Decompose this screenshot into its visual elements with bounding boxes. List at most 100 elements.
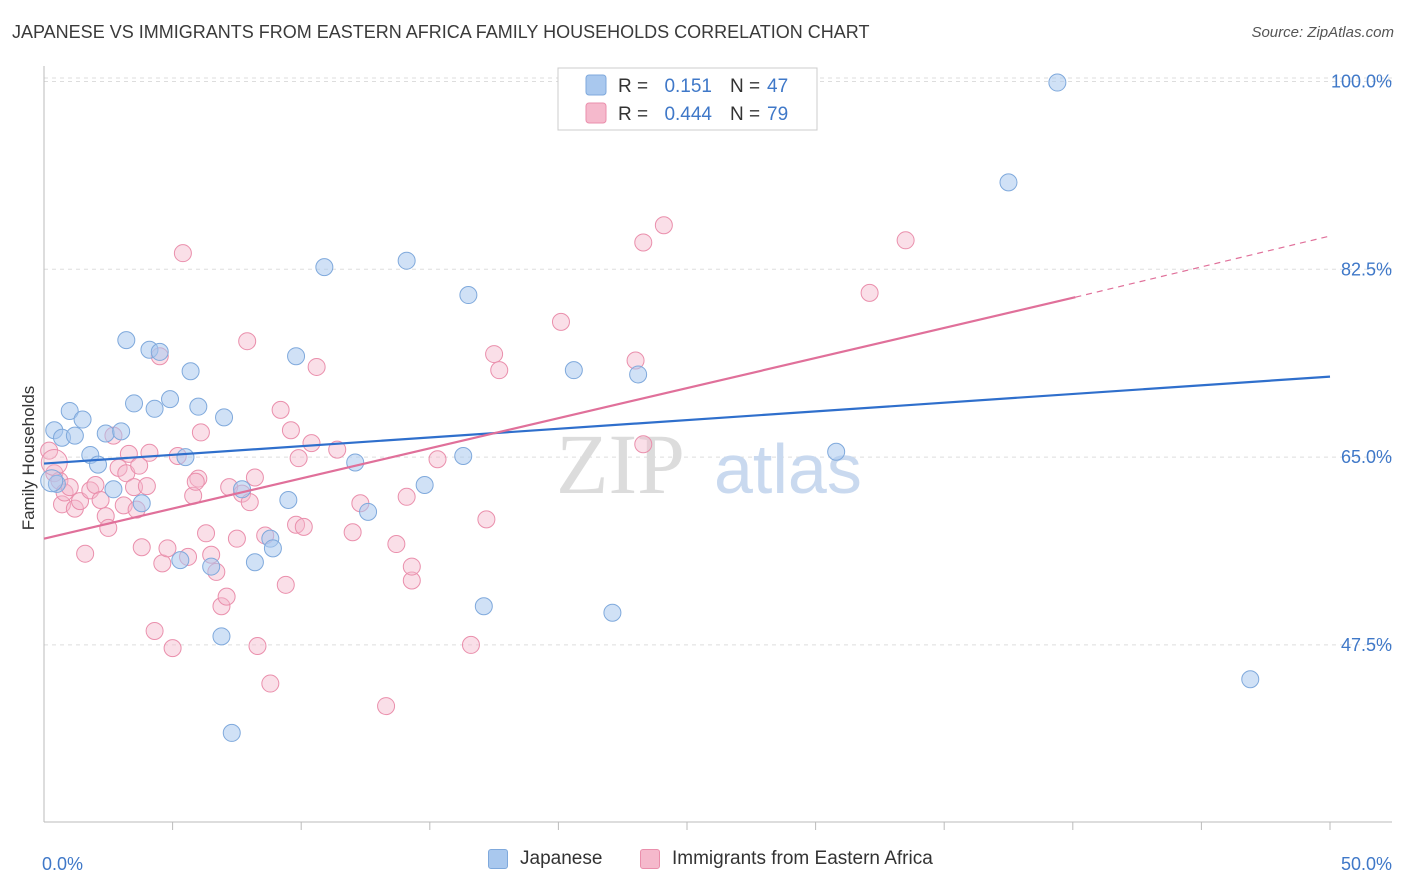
data-point-eastern-africa	[158, 539, 177, 558]
data-point-japanese	[40, 469, 64, 493]
data-point-eastern-africa	[153, 554, 172, 573]
trend-line-eastern-africa	[43, 296, 1076, 540]
data-point-japanese	[263, 539, 282, 558]
data-point-eastern-africa	[186, 472, 205, 491]
data-point-eastern-africa	[217, 587, 236, 606]
data-point-japanese	[73, 410, 92, 429]
data-point-japanese	[117, 331, 136, 350]
legend-label-japanese: Japanese	[520, 848, 603, 869]
data-point-japanese	[125, 394, 144, 413]
watermark-zip: ZIP	[556, 416, 685, 512]
data-point-eastern-africa	[461, 635, 480, 654]
stats-n-value-japanese: 47	[767, 76, 788, 97]
data-point-japanese	[233, 480, 252, 499]
data-point-japanese	[104, 480, 123, 499]
data-point-japanese	[132, 494, 151, 513]
legend-item-japanese: Japanese	[488, 848, 602, 870]
data-point-eastern-africa	[634, 233, 653, 252]
data-point-japanese	[212, 627, 231, 646]
data-point-japanese	[215, 408, 234, 427]
data-point-eastern-africa	[281, 421, 300, 440]
data-point-japanese	[181, 362, 200, 381]
data-point-eastern-africa	[490, 361, 509, 380]
data-point-eastern-africa	[860, 283, 879, 302]
data-point-eastern-africa	[477, 510, 496, 529]
data-point-eastern-africa	[189, 469, 208, 488]
data-point-japanese	[564, 361, 583, 380]
source-credit: Source: ZipAtlas.com	[1251, 24, 1394, 41]
data-point-eastern-africa	[125, 478, 144, 497]
data-point-eastern-africa	[397, 487, 416, 506]
bottom-legend: Japanese Immigrants from Eastern Africa	[0, 848, 1406, 878]
data-point-eastern-africa	[261, 674, 280, 693]
data-point-japanese	[287, 347, 306, 366]
data-point-japanese	[603, 603, 622, 622]
data-point-japanese	[346, 453, 365, 472]
y-tick-label: 47.5%	[1341, 635, 1392, 655]
data-point-eastern-africa	[276, 575, 295, 594]
data-point-eastern-africa	[163, 639, 182, 658]
data-point-eastern-africa	[896, 231, 915, 250]
data-point-japanese	[827, 442, 846, 461]
stats-n-label-japanese: N =	[730, 76, 760, 97]
data-point-eastern-africa	[132, 538, 151, 557]
data-point-eastern-africa	[289, 449, 308, 468]
data-point-eastern-africa	[86, 476, 105, 495]
data-point-japanese	[150, 342, 169, 361]
legend-swatch-eastern-africa	[640, 849, 660, 869]
data-point-eastern-africa	[485, 345, 504, 364]
stats-n-value-eastern-africa: 79	[767, 104, 788, 125]
legend-item-eastern-africa: Immigrants from Eastern Africa	[640, 848, 933, 870]
data-point-japanese	[359, 502, 378, 521]
data-point-japanese	[145, 399, 164, 418]
data-point-eastern-africa	[307, 357, 326, 376]
stats-swatch-japanese	[585, 74, 607, 96]
data-point-eastern-africa	[634, 435, 653, 454]
data-point-japanese	[629, 365, 648, 384]
tick-labels: 47.5% 65.0% 82.5% 100.0% 0.0% 50.0%	[42, 71, 1392, 874]
data-point-japanese	[176, 448, 195, 467]
data-point-eastern-africa	[294, 517, 313, 536]
data-point-eastern-africa	[387, 535, 406, 554]
legend-swatch-japanese	[488, 849, 508, 869]
stats-n-label-eastern-africa: N =	[730, 104, 760, 125]
data-point-eastern-africa	[238, 332, 257, 351]
data-point-japanese	[245, 553, 264, 572]
data-point-japanese	[65, 426, 84, 445]
stats-r-value-japanese: 0.151	[664, 76, 712, 97]
data-point-eastern-africa	[227, 529, 246, 548]
data-point-japanese	[474, 597, 493, 616]
data-point-eastern-africa	[245, 468, 264, 487]
data-point-eastern-africa	[271, 400, 290, 419]
data-point-japanese	[161, 390, 180, 409]
series-japanese-points	[40, 73, 1260, 742]
trend-lines	[43, 235, 1331, 540]
data-point-eastern-africa	[654, 216, 673, 235]
data-point-japanese	[222, 723, 241, 742]
series-eastern-africa-points	[40, 216, 915, 716]
trend-line-eastern-africa-extension	[1075, 235, 1331, 298]
grid-lines	[44, 77, 1392, 646]
data-point-japanese	[171, 551, 190, 570]
chart-title: JAPANESE VS IMMIGRANTS FROM EASTERN AFRI…	[12, 22, 870, 42]
data-point-eastern-africa	[402, 557, 421, 576]
data-point-eastern-africa	[145, 621, 164, 640]
data-point-japanese	[999, 173, 1018, 192]
data-point-eastern-africa	[91, 491, 110, 510]
watermark-atlas: atlas	[714, 430, 862, 508]
data-point-japanese	[60, 401, 79, 420]
stats-r-label-eastern-africa: R =	[618, 104, 648, 125]
data-point-eastern-africa	[402, 571, 421, 590]
data-point-japanese	[415, 476, 434, 495]
data-point-japanese	[315, 258, 334, 277]
stats-r-value-eastern-africa: 0.444	[664, 104, 712, 125]
data-point-japanese	[47, 474, 66, 493]
data-point-japanese	[279, 491, 298, 510]
data-point-eastern-africa	[343, 523, 362, 542]
data-point-eastern-africa	[428, 450, 447, 469]
data-point-japanese	[96, 424, 115, 443]
data-point-eastern-africa	[76, 544, 95, 563]
stats-swatch-eastern-africa	[585, 102, 607, 124]
data-point-eastern-africa	[191, 423, 210, 442]
